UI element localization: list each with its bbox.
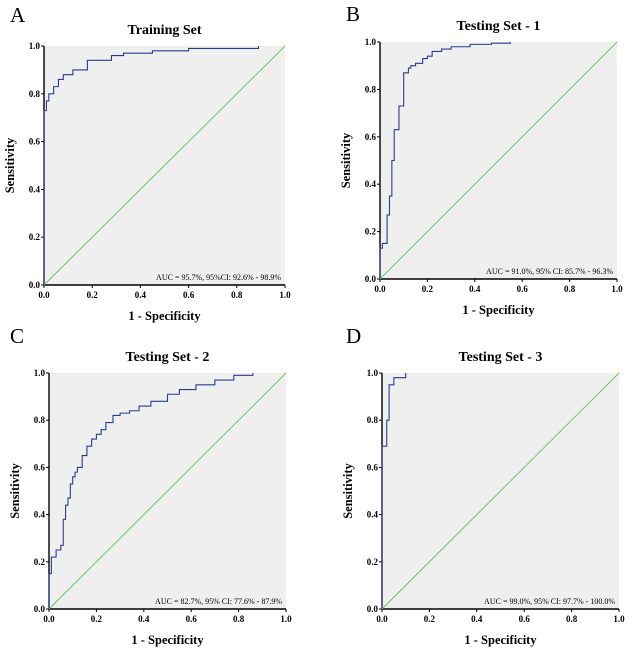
roc-panel-a: A Training Set 0.0 0.2 0.4 0.6 0.8 1.0 0.0 0.2 0.4… bbox=[3, 3, 291, 323]
roc-curve-line bbox=[43, 46, 260, 285]
x-axis-label: 1 - Specificity bbox=[131, 633, 204, 647]
roc-curve-line bbox=[48, 373, 254, 609]
y-tick-label: 0.4 bbox=[365, 179, 377, 189]
x-tick-label: 0.4 bbox=[135, 290, 147, 300]
roc-panel-d: D Testing Set - 3 0.0 0.2 0.4 0.6 0.8 1.0 0.0 0.2… bbox=[341, 324, 625, 647]
y-tick-label: 0.0 bbox=[365, 274, 377, 284]
y-tick-label: 0.8 bbox=[367, 415, 379, 425]
x-tick-label: 0.4 bbox=[138, 614, 150, 624]
y-tick-label: 0.2 bbox=[29, 232, 41, 242]
y-tick-label: 0.8 bbox=[29, 89, 41, 99]
x-tick-label: 0.6 bbox=[517, 284, 529, 294]
y-tick-label: 0.4 bbox=[367, 510, 379, 520]
x-tick-label: 1.0 bbox=[280, 614, 292, 624]
y-tick-label: 0.0 bbox=[34, 604, 46, 614]
auc-annotation: AUC = 99.0%, 95% CI: 97.7% - 100.0% bbox=[484, 597, 615, 606]
reference-diagonal-line bbox=[379, 41, 618, 280]
y-tick-label: 1.0 bbox=[34, 368, 46, 378]
y-tick-label: 0.8 bbox=[365, 84, 377, 94]
x-tick-label: 0.2 bbox=[91, 614, 103, 624]
y-tick-label: 0.2 bbox=[365, 227, 377, 237]
y-tick-label: 0.2 bbox=[367, 557, 379, 567]
y-tick-label: 0.4 bbox=[34, 510, 46, 520]
reference-diagonal-line bbox=[43, 45, 286, 286]
panel-letter: D bbox=[346, 324, 361, 348]
chart-title: Training Set bbox=[127, 23, 201, 38]
auc-annotation: AUC = 82.7%, 95% CI: 77.6% - 87.9% bbox=[155, 597, 282, 606]
panel-letter: B bbox=[346, 2, 360, 26]
auc-annotation: AUC = 95.7%, 95%CI: 92.6% - 98.9% bbox=[156, 273, 281, 282]
x-tick-label: 0.4 bbox=[469, 284, 481, 294]
x-axis-label: 1 - Specificity bbox=[462, 303, 535, 317]
reference-diagonal-line bbox=[381, 372, 620, 610]
y-tick-label: 0.0 bbox=[29, 280, 41, 290]
x-tick-label: 1.0 bbox=[279, 290, 291, 300]
y-tick-label: 1.0 bbox=[29, 41, 41, 51]
x-tick-label: 0.2 bbox=[87, 290, 99, 300]
x-tick-label: 0.0 bbox=[374, 284, 386, 294]
y-tick-label: 0.0 bbox=[367, 604, 379, 614]
x-tick-label: 0.8 bbox=[233, 614, 245, 624]
y-tick-label: 1.0 bbox=[367, 368, 379, 378]
x-tick-label: 0.0 bbox=[43, 614, 55, 624]
y-axis-label: Sensitivity bbox=[3, 137, 17, 193]
auc-annotation: AUC = 91.0%, 95% CI: 85.7% - 96.3% bbox=[486, 267, 613, 276]
x-tick-label: 0.6 bbox=[519, 614, 531, 624]
x-tick-label: 1.0 bbox=[611, 284, 623, 294]
x-tick-label: 0.4 bbox=[471, 614, 483, 624]
roc-curve-line bbox=[379, 42, 511, 279]
y-axis-label: Sensitivity bbox=[8, 462, 22, 518]
panel-letter: C bbox=[10, 324, 24, 348]
chart-title: Testing Set - 3 bbox=[459, 350, 543, 365]
x-tick-label: 0.6 bbox=[186, 614, 198, 624]
x-tick-label: 0.0 bbox=[38, 290, 50, 300]
x-tick-label: 0.8 bbox=[566, 614, 578, 624]
x-tick-label: 1.0 bbox=[613, 614, 625, 624]
y-tick-label: 0.6 bbox=[365, 132, 377, 142]
roc-curve-line bbox=[381, 373, 407, 609]
y-tick-label: 0.2 bbox=[34, 557, 46, 567]
y-tick-label: 1.0 bbox=[365, 37, 377, 47]
y-tick-label: 0.6 bbox=[34, 462, 46, 472]
reference-diagonal-line bbox=[48, 372, 287, 610]
y-tick-label: 0.6 bbox=[367, 462, 379, 472]
x-axis-label: 1 - Specificity bbox=[464, 633, 537, 647]
x-axis-label: 1 - Specificity bbox=[128, 309, 201, 323]
x-tick-label: 0.6 bbox=[183, 290, 195, 300]
y-tick-label: 0.6 bbox=[29, 137, 41, 147]
x-tick-label: 0.8 bbox=[231, 290, 243, 300]
chart-title: Testing Set - 2 bbox=[126, 350, 210, 365]
roc-panel-c: C Testing Set - 2 0.0 0.2 0.4 0.6 0.8 1.0 0.0 0.2… bbox=[8, 324, 292, 647]
y-axis-label: Sensitivity bbox=[339, 132, 353, 188]
x-tick-label: 0.8 bbox=[564, 284, 576, 294]
y-axis-label: Sensitivity bbox=[341, 462, 355, 518]
y-tick-label: 0.4 bbox=[29, 184, 41, 194]
y-tick-label: 0.8 bbox=[34, 415, 46, 425]
panel-letter: A bbox=[10, 3, 26, 27]
chart-title: Testing Set - 1 bbox=[457, 19, 541, 34]
roc-panel-b: B Testing Set - 1 0.0 0.2 0.4 0.6 0.8 1.0 0.0 0.2… bbox=[339, 2, 623, 317]
x-tick-label: 0.0 bbox=[376, 614, 388, 624]
x-tick-label: 0.2 bbox=[422, 284, 434, 294]
x-tick-label: 0.2 bbox=[424, 614, 436, 624]
